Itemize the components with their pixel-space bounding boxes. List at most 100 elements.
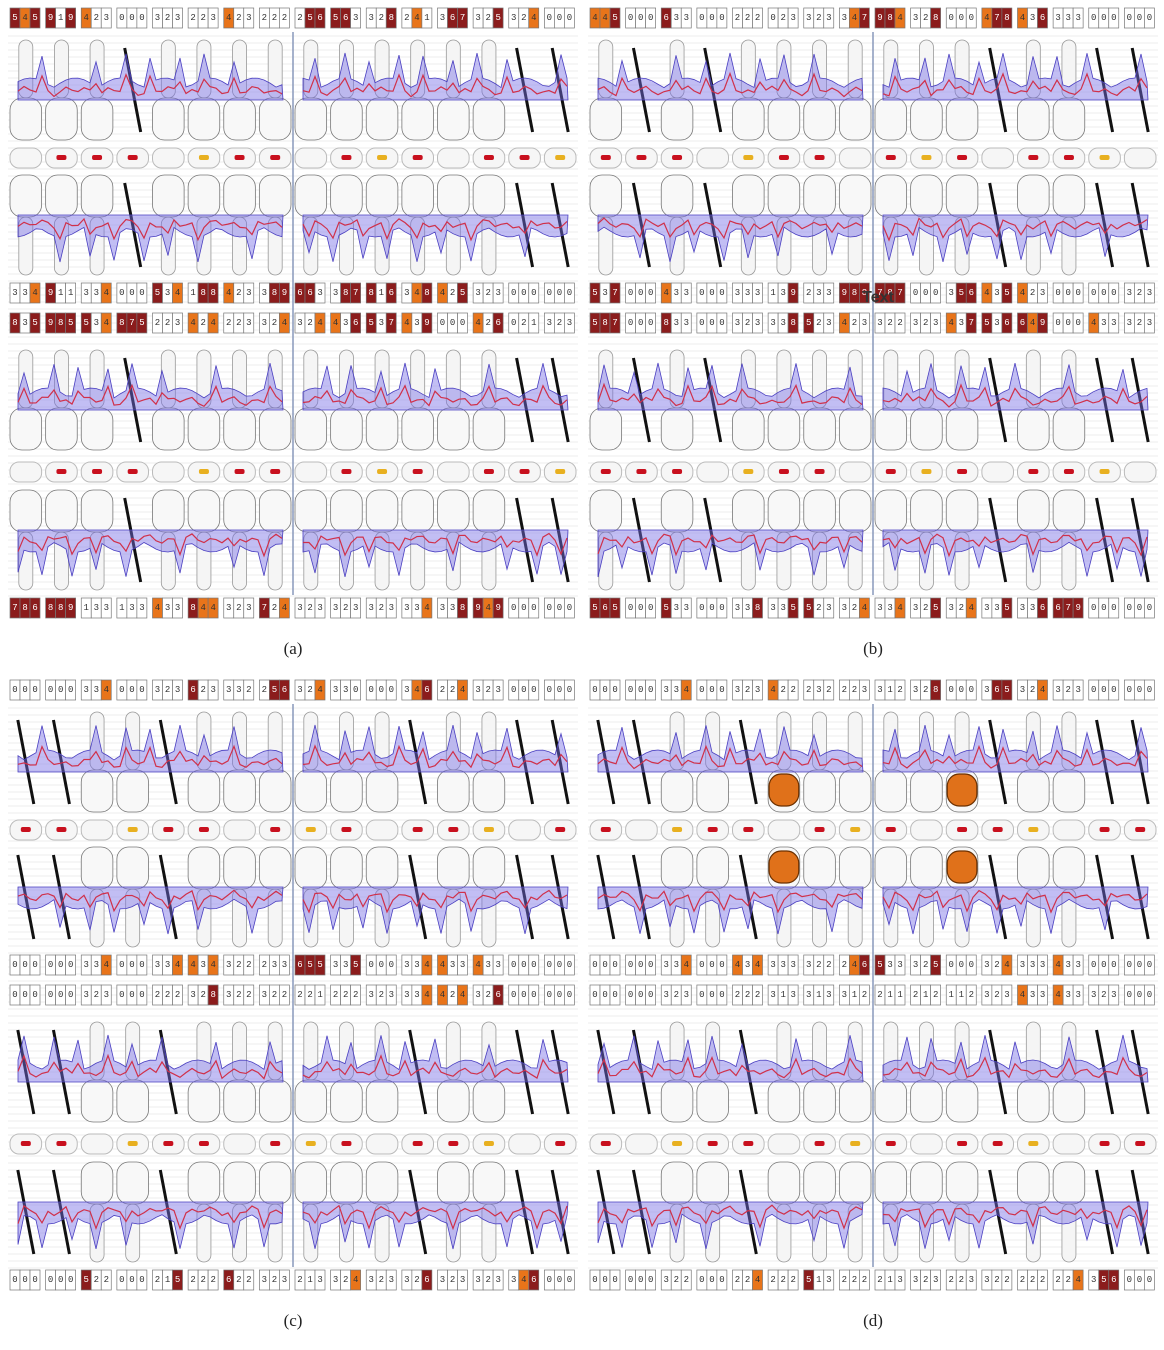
missing-tooth-slash [550,357,570,443]
gingival-line [882,72,1148,97]
probing-cell [172,954,183,976]
occlusal-view [437,461,470,483]
restoration-mark [448,1141,459,1146]
probing-cell [1108,954,1120,976]
probing-cell [609,597,621,619]
probing-cell [29,282,41,304]
probing-depth: 000 [1127,685,1157,695]
probing-depth: 649 [1020,318,1050,328]
probing-cell [645,679,656,701]
restoration-mark [412,827,423,832]
probing-depth: 313 [806,990,836,1000]
probing-depth: 000 [119,990,149,1000]
probing-depth: 334 [404,603,434,613]
gingival-line [882,1056,1148,1079]
probing-depth: 212 [913,990,943,1000]
tooth-crown [874,407,908,451]
tooth-crown [660,769,694,813]
occlusal-view [152,147,185,169]
probing-depth: 000 [1091,960,1121,970]
chart-panel: 545 919 423 000 323 223 423 222 256 563 328 241 367 3… [8,7,578,658]
restoration-mark [483,155,494,160]
missing-tooth-slash [123,497,143,583]
probing-depth: 323 [440,1275,470,1285]
restoration-mark [743,1141,754,1146]
probing-depth: 433 [664,288,694,298]
missing-tooth-slash [16,1029,36,1115]
missing-tooth-slash [123,357,143,443]
tooth-crown [258,97,292,141]
probing-cell [564,1269,575,1291]
attachment-band [597,362,864,411]
probing-depth: 322 [877,318,907,328]
probing-cell [645,984,656,1006]
tooth-crown [223,407,256,451]
probing-depth: 241 [404,13,434,23]
restoration-mark [957,469,968,474]
restoration-mark [672,155,683,160]
tooth-crown [472,769,506,813]
tooth-crown [1052,846,1086,890]
tooth-crown [45,489,78,533]
probing-depth: 000 [369,685,399,695]
tooth-crown [116,769,149,813]
missing-tooth-slash [158,854,178,940]
missing-tooth-slash [988,47,1008,133]
probing-depth: 334 [664,685,694,695]
probing-depth: 222 [155,990,185,1000]
probing-cell [136,597,148,619]
probing-cell [716,312,728,334]
probing-depth: 323 [1091,990,1121,1000]
probing-depth: 000 [48,990,78,1000]
tooth-crown [80,769,114,813]
probing-cell [243,954,255,976]
occlusal-view [1052,819,1086,841]
tooth-crown [803,1079,836,1123]
restoration-mark [483,827,494,832]
occlusal-view [365,1133,399,1155]
probing-depth: 323 [1127,318,1157,328]
caption: (a) [284,639,303,658]
tooth-crown [910,846,943,890]
probing-cell [528,7,540,29]
probing-depth: 334 [84,288,114,298]
probing-depth: 324 [333,1275,363,1285]
probing-depth: 000 [511,960,541,970]
probing-cell [421,1269,433,1291]
probing-depth: 000 [949,13,979,23]
probing-depth: 000 [913,288,943,298]
tooth-crown [696,769,729,813]
probing-depth: 000 [628,685,658,695]
probing-cell [421,7,433,29]
probing-depth: 433 [155,603,185,613]
probing-depth: 523 [806,318,836,328]
restoration-mark [885,1141,896,1146]
missing-tooth-slash [1130,719,1150,805]
probing-depth: 433 [440,960,470,970]
probing-cell [350,7,361,29]
probing-cell [172,1269,183,1291]
probing-cell [65,312,76,334]
probing-cell [1072,597,1084,619]
tooth-crown [874,1079,908,1123]
tooth-crown [187,407,221,451]
missing-tooth-slash [703,47,723,133]
probing-depth: 324 [984,960,1014,970]
probing-cell [859,7,870,29]
tooth-crown [330,407,363,451]
probing-depth: 433 [1020,990,1050,1000]
missing-tooth-slash [1095,497,1115,583]
restoration-mark [341,155,352,160]
probing-depth: 423 [226,288,256,298]
occlusal-view [625,1133,658,1155]
probing-depth: 322 [984,1275,1014,1285]
gingival-line [597,1204,863,1230]
probing-depth: 537 [592,288,622,298]
restoration-mark [1135,1141,1146,1146]
probing-depth: 233 [262,960,292,970]
tooth-crown [258,1161,292,1205]
gingival-line [302,532,568,557]
probing-cell [965,597,977,619]
probing-depth: 021 [511,318,541,328]
probing-cell [243,282,255,304]
